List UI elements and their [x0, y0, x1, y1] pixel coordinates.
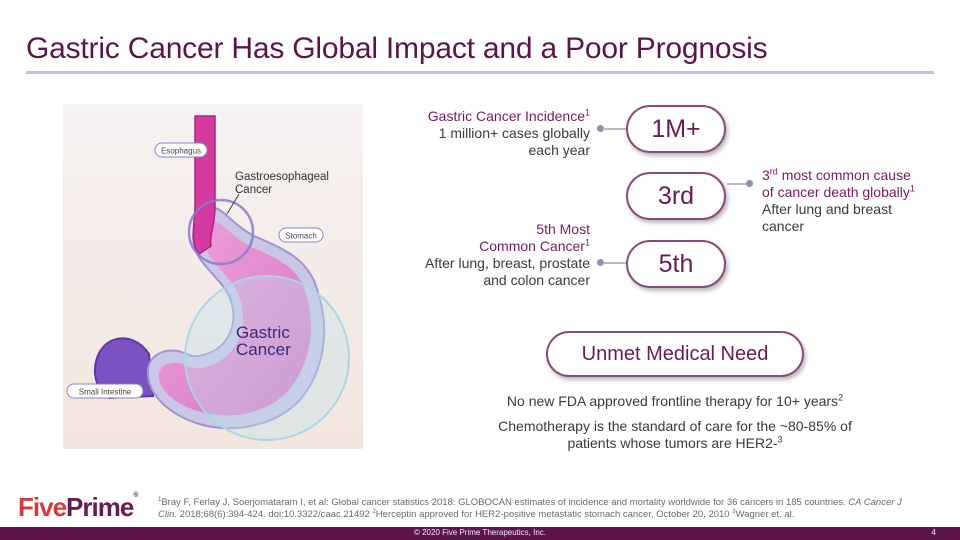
gastric-label-line1: Gastric: [236, 323, 290, 342]
footnote-journal: CA Cancer J Clin.: [158, 497, 902, 520]
small-intestine-label: Small Intestine: [79, 388, 132, 397]
unmet-line2-ref: 3: [777, 434, 783, 445]
incidence-value-pill: 1M+: [626, 105, 726, 153]
footer-copyright: © 2020 Five Prime Therapeutics, Inc.: [413, 528, 547, 537]
esophagus-label: Esophagus: [161, 147, 201, 156]
footnote-ref2: 2: [372, 508, 376, 515]
common-connector: [603, 262, 627, 264]
incidence-connector-dot: [597, 125, 604, 132]
unmet-line2a: Chemotherapy is the standard of care for…: [498, 418, 852, 434]
logo-registered: ®: [133, 492, 139, 499]
unmet-line1-text: No new FDA approved frontline therapy fo…: [506, 393, 839, 409]
death-text2: cancer: [762, 218, 805, 234]
stomach-inner: [158, 218, 311, 416]
unmet-need-pill: Unmet Medical Need: [546, 331, 804, 377]
common-connector-dot: [597, 259, 604, 266]
gej-leader: [226, 193, 240, 215]
title-divider: [26, 71, 934, 74]
gastric-circle: [184, 275, 350, 441]
incidence-text1: 1 million+ cases globally: [438, 125, 590, 141]
gej-circle: [187, 198, 255, 266]
death-rank-pill: 3rd: [626, 172, 726, 220]
common-text1: After lung, breast, prostate: [425, 255, 590, 271]
esophagus-tag: [154, 142, 208, 158]
footnote-text2: 2018;68(6):394-424. doi:10.3322/caac.214…: [177, 509, 373, 520]
footnote-text1: Bray F, Ferlay J, Soerjomataram I, et al…: [161, 497, 849, 508]
slide-title: Gastric Cancer Has Global Impact and a P…: [26, 32, 768, 65]
gastric-label-line2: Cancer: [236, 340, 291, 359]
small-intestine-tag: [66, 383, 144, 399]
common-heading1: 5th Most: [536, 221, 590, 237]
death-label: 3rd most common cause of cancer death gl…: [762, 167, 942, 235]
footnote-text3: Herceptin approved for HER2-positive met…: [375, 509, 733, 520]
death-text1: After lung and breast: [762, 201, 892, 217]
stomach-label: Stomach: [285, 232, 317, 241]
fiveprime-logo: FivePrime®: [18, 492, 138, 523]
footnote: 1Bray F, Ferlay J, Soerjomataram I, et a…: [158, 497, 918, 521]
unmet-line2: Chemotherapy is the standard of care for…: [470, 418, 880, 452]
small-intestine-shape: [94, 337, 155, 400]
death-heading-prefix: 3: [762, 167, 770, 183]
death-heading-sup: rd: [769, 166, 778, 177]
incidence-heading: Gastric Cancer Incidence: [427, 108, 585, 124]
death-heading2: of cancer death globally: [762, 184, 910, 200]
gej-label-line2: Cancer: [235, 184, 272, 196]
incidence-label: Gastric Cancer Incidence1 1 million+ cas…: [380, 108, 590, 159]
incidence-connector: [603, 128, 627, 130]
logo-prime: Prime: [66, 492, 134, 522]
stomach-tag: [278, 227, 324, 243]
gej-label-line1: Gastroesophageal: [235, 171, 329, 183]
stomach-illustration: Esophagus Gastroesophageal Cancer Stomac…: [63, 104, 363, 449]
death-connector: [727, 183, 749, 185]
esophagus-shape: [192, 115, 216, 256]
incidence-ref: 1: [584, 107, 590, 118]
unmet-line1: No new FDA approved frontline therapy fo…: [470, 393, 880, 410]
footnote-ref1: 1: [158, 496, 162, 503]
common-rank-pill: 5th: [626, 240, 726, 288]
common-label: 5th Most Common Cancer1 After lung, brea…: [380, 221, 590, 289]
death-connector-dot: [746, 180, 753, 187]
death-ref: 1: [909, 183, 915, 194]
logo-five: Five: [18, 492, 67, 522]
common-ref: 1: [584, 237, 590, 248]
unmet-line2b: patients whose tumors are HER2-: [567, 435, 778, 451]
common-heading2: Common Cancer: [479, 238, 585, 254]
footer-bar: © 2020 Five Prime Therapeutics, Inc. 4: [0, 527, 960, 540]
incidence-text2: each year: [528, 142, 590, 158]
common-text2: and colon cancer: [483, 272, 590, 288]
footnote-ref3: 3: [732, 508, 736, 515]
page-number: 4: [931, 528, 936, 537]
death-heading-rest: most common cause: [777, 167, 911, 183]
footnote-text4: Wagner et. al.: [735, 509, 795, 520]
unmet-line1-ref: 2: [838, 392, 844, 403]
